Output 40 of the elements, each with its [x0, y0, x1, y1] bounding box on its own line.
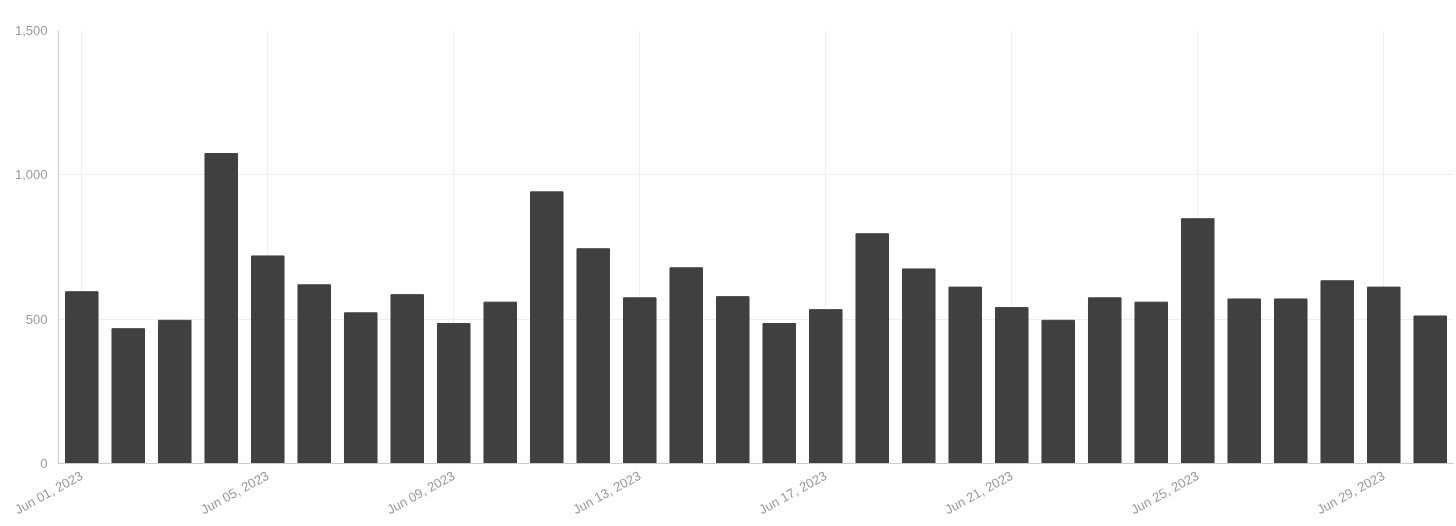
y-tick-label: 500 — [25, 311, 48, 327]
bar — [669, 267, 704, 464]
bar — [529, 191, 564, 464]
bar — [901, 268, 936, 464]
bar — [157, 319, 192, 464]
bar — [1366, 286, 1401, 464]
x-tick-label: Jun 09, 2023 — [384, 467, 458, 518]
x-tick-label: Jun 29, 2023 — [1314, 467, 1388, 518]
x-tick-label: Jun 13, 2023 — [570, 467, 644, 518]
bar — [1413, 315, 1448, 464]
bar — [948, 286, 983, 464]
bar — [622, 297, 657, 464]
bar — [297, 284, 332, 464]
bar — [855, 233, 890, 464]
bar — [111, 328, 146, 464]
bar — [1227, 298, 1262, 464]
bar — [204, 152, 239, 464]
bar — [1320, 280, 1355, 464]
bar — [343, 312, 378, 464]
y-tick-label: 1,000 — [14, 167, 48, 183]
y-tick-label: 1,500 — [14, 23, 48, 38]
bar — [436, 323, 471, 464]
bar — [1041, 319, 1076, 464]
x-tick-label: Jun 17, 2023 — [756, 467, 830, 518]
bar — [1180, 218, 1215, 464]
bar — [715, 296, 750, 464]
bar — [64, 291, 99, 464]
x-tick-label: Jun 25, 2023 — [1128, 467, 1202, 518]
bar — [1087, 297, 1122, 464]
bar — [250, 255, 285, 464]
bar — [483, 301, 518, 464]
bar — [1134, 301, 1169, 464]
bar — [576, 248, 611, 464]
x-tick-label: Jun 21, 2023 — [942, 467, 1016, 518]
bar — [390, 294, 425, 464]
bar — [762, 323, 797, 464]
bar — [808, 309, 843, 464]
bar — [1273, 298, 1308, 464]
x-tick-label: Jun 05, 2023 — [198, 467, 272, 518]
bar — [994, 307, 1029, 464]
